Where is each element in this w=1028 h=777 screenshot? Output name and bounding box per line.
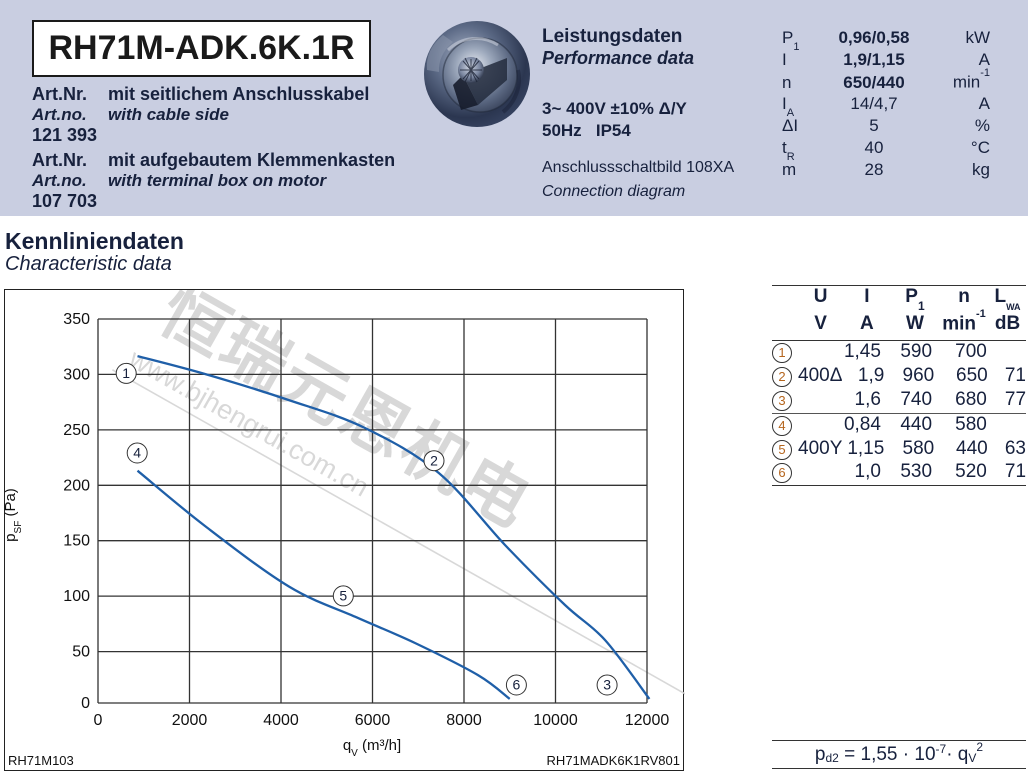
svg-text:350: 350	[63, 311, 90, 328]
svg-text:6: 6	[513, 677, 521, 693]
svg-text:12000: 12000	[625, 712, 670, 729]
svg-text:4: 4	[133, 445, 141, 461]
svg-text:2: 2	[430, 452, 438, 468]
svg-text:4000: 4000	[263, 712, 299, 729]
svg-text:6000: 6000	[355, 712, 391, 729]
svg-text:pSF (Pa): pSF (Pa)	[5, 488, 24, 542]
svg-text:250: 250	[63, 422, 90, 439]
svg-text:1: 1	[122, 365, 130, 381]
svg-text:0: 0	[81, 695, 90, 712]
svg-text:0: 0	[94, 712, 103, 729]
svg-text:2000: 2000	[172, 712, 208, 729]
svg-text:3: 3	[603, 677, 611, 693]
svg-text:10000: 10000	[533, 712, 578, 729]
svg-text:150: 150	[63, 533, 90, 550]
svg-text:300: 300	[63, 366, 90, 383]
svg-text:100: 100	[63, 588, 90, 605]
svg-text:50: 50	[72, 644, 90, 661]
svg-text:8000: 8000	[446, 712, 482, 729]
svg-text:200: 200	[63, 477, 90, 494]
svg-text:5: 5	[339, 588, 347, 604]
svg-text:qV (m³/h]: qV (m³/h]	[343, 737, 401, 759]
